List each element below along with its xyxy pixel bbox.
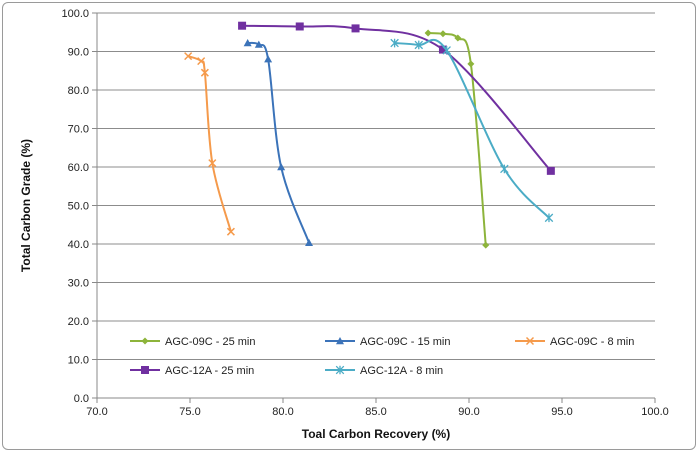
data-point <box>200 68 209 77</box>
data-point <box>442 46 451 55</box>
x-tick-labels: 70.0 75.0 80.0 85.0 90.0 95.0 100.0 <box>86 406 668 418</box>
legend-item: AGC-09C - 25 min <box>130 336 255 348</box>
series-layer <box>184 21 555 249</box>
data-point <box>351 24 360 33</box>
data-point <box>424 29 432 37</box>
series-agc-12a-25-min <box>238 21 555 175</box>
legend-item: AGC-12A - 25 min <box>130 365 254 377</box>
series-agc-09c-25-min <box>424 29 490 249</box>
legend-item: AGC-09C - 15 min <box>325 336 450 348</box>
y-tick-label: 0.0 <box>74 393 89 405</box>
legend-label: AGC-09C - 8 min <box>550 336 634 348</box>
data-point <box>254 40 263 48</box>
legend-label: AGC-12A - 25 min <box>165 365 254 377</box>
legend: AGC-09C - 25 min AGC-09C - 15 min AGC-09C … <box>130 336 634 377</box>
y-tick-label: 100.0 <box>61 8 89 20</box>
y-tick-label: 40.0 <box>68 239 89 251</box>
data-point <box>546 166 555 175</box>
legend-label: AGC-09C - 25 min <box>165 336 255 348</box>
data-point <box>482 241 490 249</box>
legend-label: AGC-09C - 15 min <box>360 336 450 348</box>
x-tick-label: 80.0 <box>272 406 293 418</box>
data-point <box>277 163 286 171</box>
x-axis-title: Toal Carbon Recovery (%) <box>302 427 450 441</box>
data-point <box>439 30 447 38</box>
legend-marker <box>525 336 535 346</box>
series-agc-09c-8-min <box>184 52 235 236</box>
data-point <box>390 38 399 48</box>
legend-label: AGC-12A - 8 min <box>360 365 443 377</box>
legend-item: AGC-12A - 8 min <box>325 365 443 377</box>
y-tick-label: 60.0 <box>68 162 89 174</box>
data-point <box>264 55 273 63</box>
data-point <box>184 52 193 61</box>
data-point <box>414 40 424 50</box>
y-tick-label: 70.0 <box>68 124 89 136</box>
y-tick-label: 30.0 <box>68 278 89 290</box>
series-line <box>247 41 310 244</box>
series-line <box>428 32 487 246</box>
data-point <box>243 39 252 47</box>
legend-marker <box>141 366 149 374</box>
series-line <box>242 24 552 172</box>
legend-marker <box>335 365 345 375</box>
x-tick-label: 100.0 <box>641 406 669 418</box>
data-point <box>305 238 314 247</box>
legend-item: AGC-09C - 8 min <box>515 336 634 348</box>
x-tick-label: 75.0 <box>179 406 200 418</box>
y-tick-label: 20.0 <box>68 316 89 328</box>
y-axis-title: Total Carbon Grade (%) <box>19 139 33 272</box>
series-agc-12a-8-min <box>390 38 554 223</box>
data-point <box>438 45 447 54</box>
data-point <box>226 227 235 236</box>
x-tick-label: 70.0 <box>86 406 107 418</box>
data-point <box>467 60 475 68</box>
data-point <box>544 213 554 223</box>
legend-marker <box>336 337 344 345</box>
data-point <box>238 21 247 30</box>
y-tick-label: 50.0 <box>68 201 89 213</box>
data-point <box>454 34 462 42</box>
series-line <box>394 38 550 219</box>
y-tick-labels: 0.0 10.0 20.0 30.0 40.0 50.0 60.0 70.0 80.0 90.0 1… <box>61 8 89 405</box>
y-tick-label: 10.0 <box>68 355 89 367</box>
series-agc-09c-15-min <box>243 39 314 247</box>
y-tick-label: 80.0 <box>68 85 89 97</box>
x-tick-label: 85.0 <box>365 406 386 418</box>
y-tick-label: 90.0 <box>68 47 89 59</box>
chart-frame <box>2 2 696 450</box>
legend-marker <box>141 337 149 345</box>
data-point <box>197 57 206 66</box>
gridlines <box>92 12 656 403</box>
x-tick-label: 95.0 <box>551 406 572 418</box>
data-point <box>295 22 304 31</box>
data-point <box>500 164 509 174</box>
x-tick-label: 90.0 <box>458 406 479 418</box>
data-point <box>208 159 217 168</box>
